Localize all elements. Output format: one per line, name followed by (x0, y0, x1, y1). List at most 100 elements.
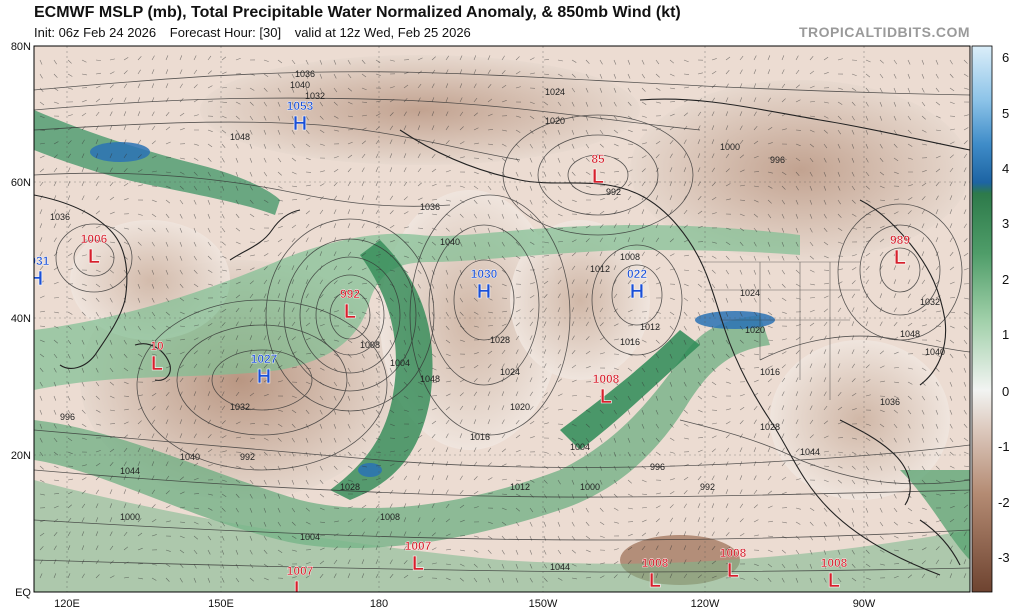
wind-barb (207, 448, 213, 453)
wind-barb (67, 545, 71, 551)
wind-barb (319, 409, 323, 415)
wind-barb (893, 87, 897, 93)
wind-barb (375, 423, 381, 428)
wind-barb (963, 409, 967, 415)
wind-barb (711, 297, 715, 303)
wind-barb (851, 213, 857, 217)
wind-barb (431, 297, 435, 303)
wind-barb (151, 199, 157, 203)
wind-barb (795, 297, 801, 300)
wind-barb (585, 507, 589, 513)
wind-barb (221, 420, 226, 425)
wind-barb (291, 321, 296, 327)
wind-barb (151, 353, 157, 356)
wind-barb (333, 465, 338, 470)
wind-barb (445, 380, 451, 383)
wind-barb (585, 279, 589, 285)
wind-barb (473, 227, 477, 233)
wind-barb (249, 115, 254, 121)
wind-barb (403, 489, 407, 495)
wind-barb (39, 101, 45, 106)
wind-barb (333, 195, 337, 201)
wind-barb (683, 559, 687, 565)
wind-barb (123, 561, 129, 565)
wind-barb (767, 83, 771, 89)
wind-barb (235, 363, 239, 369)
wind-barb (81, 59, 87, 63)
wind-barb (39, 451, 44, 457)
wind-barb (305, 367, 311, 369)
wind-barb (263, 507, 267, 513)
wind-barb (109, 461, 114, 467)
wind-barb (95, 125, 99, 131)
wind-barb (389, 423, 395, 427)
wind-barb (641, 181, 646, 187)
wind-barb (179, 521, 186, 523)
wind-barb (403, 84, 409, 89)
wind-barb (753, 185, 759, 188)
wind-barb (151, 433, 155, 439)
wind-barb (655, 339, 660, 344)
wind-barb (431, 381, 437, 384)
wind-barb (865, 465, 869, 471)
wind-barb (473, 199, 478, 204)
wind-barb (907, 507, 913, 512)
wind-barb (179, 227, 183, 233)
wind-barb (263, 307, 267, 313)
wind-barb (557, 143, 561, 149)
wind-barb (333, 59, 337, 65)
wind-barb (473, 352, 479, 355)
wind-barb (837, 437, 844, 439)
wind-barb (921, 73, 925, 79)
wind-barb (641, 437, 645, 443)
wind-barb (949, 266, 955, 271)
wind-barb (571, 493, 575, 499)
wind-barb (235, 535, 239, 541)
wind-barb (781, 113, 787, 117)
wind-barb (165, 69, 169, 75)
wind-barb (767, 577, 772, 583)
wind-barb (907, 293, 911, 299)
wind-barb (865, 252, 871, 257)
isobar-label: 1016 (470, 432, 490, 442)
wind-barb (669, 268, 675, 271)
wind-barb (697, 489, 701, 495)
wind-barb (53, 167, 58, 173)
wind-barb (137, 489, 141, 495)
wind-barb (767, 283, 771, 289)
wind-barb (361, 237, 366, 243)
wind-barb (389, 476, 394, 481)
wind-barb (319, 237, 323, 243)
wind-barb (95, 225, 101, 229)
wind-barb (879, 185, 885, 189)
wind-barb (585, 225, 591, 229)
wind-barb (585, 350, 591, 355)
wind-barb (683, 224, 689, 229)
wind-barb (193, 143, 199, 146)
wind-barb (403, 531, 407, 537)
wind-barb (109, 84, 114, 89)
wind-barb (669, 409, 674, 415)
wind-barb (249, 507, 253, 513)
wind-barb (599, 507, 604, 512)
wind-barb (249, 87, 255, 91)
wind-barb (501, 323, 507, 327)
wind-barb (221, 227, 226, 233)
wind-barb (837, 335, 841, 341)
wind-barb (711, 461, 716, 467)
wind-barb (865, 157, 869, 163)
wind-barb (291, 437, 295, 443)
wind-barb (249, 493, 253, 499)
wind-barb (487, 447, 492, 453)
wind-barb (543, 267, 549, 271)
wind-barb (249, 280, 254, 285)
wind-barb (277, 423, 283, 427)
wind-barb (697, 559, 702, 565)
wind-barb (725, 434, 730, 439)
wind-barb (529, 241, 535, 245)
wind-barb (781, 391, 785, 397)
wind-barb (837, 493, 842, 499)
wind-barb (81, 325, 85, 331)
wind-barb (53, 59, 57, 65)
wind-barb (333, 520, 339, 523)
